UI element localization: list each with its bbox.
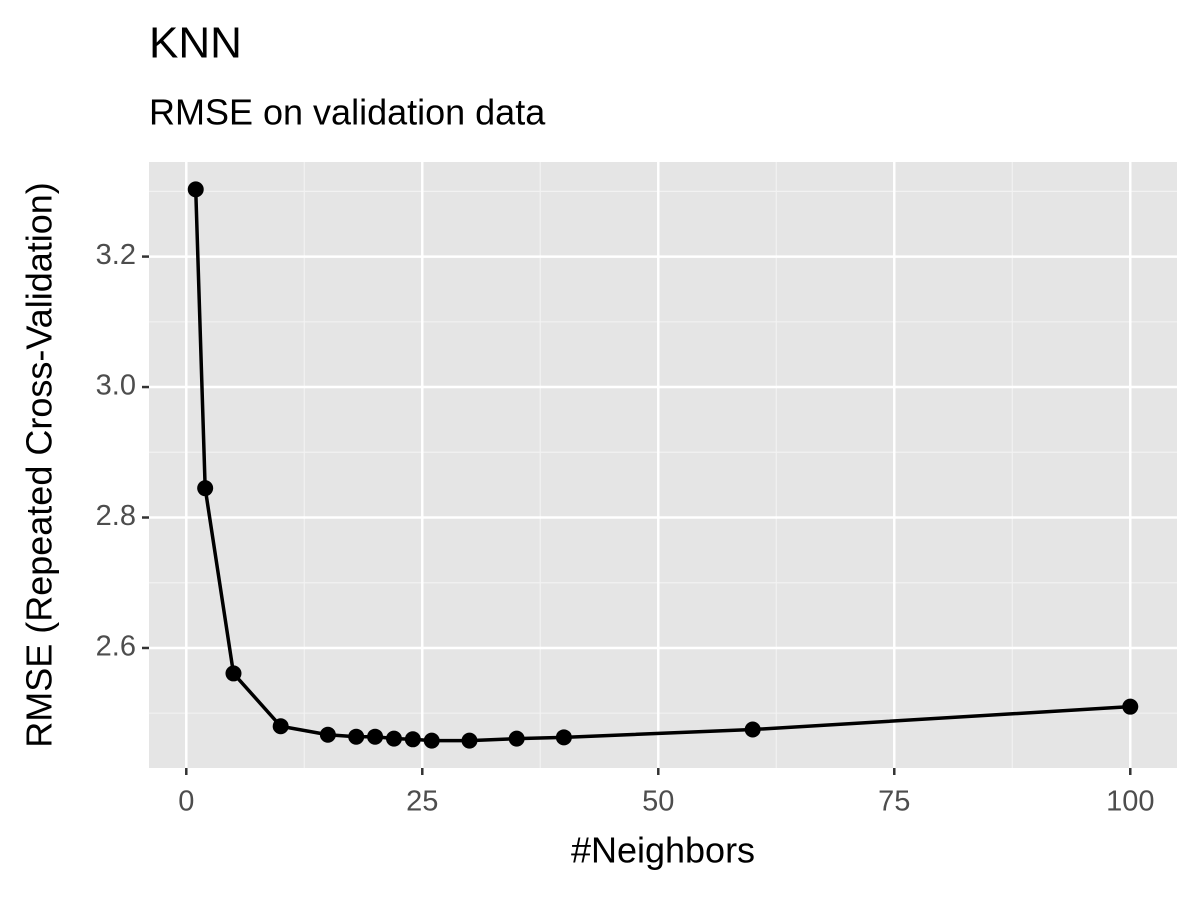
point [423,732,440,749]
point [319,726,336,743]
point [404,731,421,748]
y-tick-label: 3.2 [96,239,136,271]
plot-panel [149,162,1177,768]
x-axis-title: #Neighbors [571,830,755,871]
y-tick-label: 2.6 [96,631,136,663]
point [367,728,384,745]
point [1122,698,1139,715]
x-tick-label: 0 [178,786,194,818]
point [461,732,478,749]
point [385,730,402,747]
chart-title: KNN [149,19,242,68]
x-tick-label: 75 [878,786,910,818]
point [555,729,572,746]
y-axis-title: RMSE (Repeated Cross-Validation) [19,182,60,748]
y-tick-label: 3.0 [96,370,136,402]
x-tick-label: 100 [1106,786,1154,818]
point [508,730,525,747]
chart-subtitle: RMSE on validation data [149,92,546,133]
point [197,480,214,497]
point [348,728,365,745]
x-tick-label: 50 [642,786,674,818]
point [272,718,289,735]
point [187,181,204,198]
x-tick-label: 25 [406,786,438,818]
point [225,665,242,682]
y-tick-label: 2.8 [96,500,136,532]
point [744,721,761,738]
